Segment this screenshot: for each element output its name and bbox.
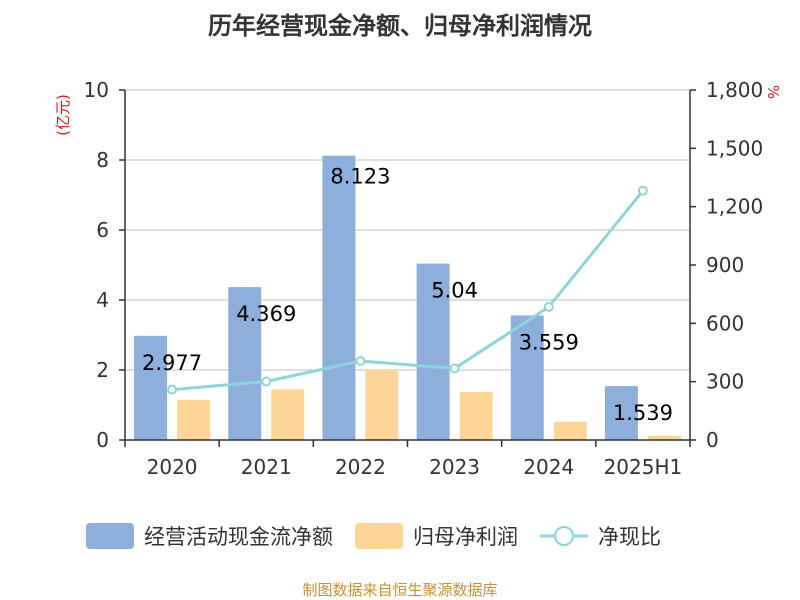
ratio-point: [637, 185, 648, 196]
left-tick-label: 4: [96, 288, 109, 312]
x-tick-label: 2023: [429, 455, 480, 479]
left-tick-label: 0: [96, 428, 109, 452]
right-tick-label: 600: [706, 311, 744, 335]
left-tick-label: 8: [96, 148, 109, 172]
ratio-point: [167, 384, 178, 395]
ratio-point: [543, 302, 554, 312]
left-axis-unit: (亿元): [54, 94, 72, 136]
data-labels: 2.977 4.369 8.123 5.04 3.559 1.539: [142, 165, 673, 425]
bar-data-label: 4.369: [236, 302, 296, 326]
bar-data-label: 2.977: [142, 351, 202, 375]
right-tick-label: 900: [706, 253, 744, 277]
ratio-line: [167, 185, 648, 395]
ratio-point: [449, 363, 460, 374]
x-tick-label: 2022: [335, 455, 386, 479]
legend-label: 净现比: [598, 525, 661, 549]
legend-swatch: [86, 523, 134, 549]
x-tick-label: 2021: [241, 455, 292, 479]
bar-data-label: 5.04: [431, 279, 478, 303]
bars: [134, 155, 681, 440]
bar: [228, 287, 262, 440]
legend-label: 经营活动现金流净额: [144, 525, 333, 549]
legend-label: 归母净利润: [413, 525, 518, 549]
legend-marker: [554, 526, 574, 546]
ratio-point: [355, 356, 366, 367]
bar: [365, 370, 399, 440]
x-tick-label: 2020: [147, 455, 198, 479]
right-tick-label: 300: [706, 370, 744, 394]
bar: [416, 263, 450, 440]
legend-swatch: [355, 523, 403, 549]
bar: [647, 435, 681, 440]
right-tick-label: 0: [706, 428, 719, 452]
bar: [177, 399, 211, 440]
source-note: 制图数据来自恒生聚源数据库: [302, 581, 497, 599]
bar: [553, 421, 587, 440]
bar: [134, 335, 168, 440]
ratio-point: [261, 376, 272, 387]
bar-data-label: 1.539: [613, 401, 673, 425]
axes: 0 2 4 6 8 10 0 300 600 900 1,200 1,500 1,800 2020 2021…: [84, 78, 764, 479]
bar-data-label: 3.559: [519, 330, 579, 354]
right-tick-label: 1,500: [706, 136, 763, 160]
grid: [125, 89, 690, 371]
x-tick-label: 2024: [523, 455, 574, 479]
right-tick-label: 1,800: [706, 78, 763, 102]
right-axis-unit: %: [764, 85, 782, 99]
left-tick-label: 10: [84, 78, 109, 102]
legend: 经营活动现金流净额 归母净利润 净现比: [86, 523, 661, 549]
bar-data-label: 8.123: [330, 165, 390, 189]
bar: [604, 386, 638, 440]
bar: [322, 155, 356, 440]
left-tick-label: 2: [96, 358, 109, 382]
x-tick-label: 2025H1: [604, 455, 683, 479]
bar: [510, 315, 544, 440]
ratio-line-path: [171, 189, 645, 392]
left-tick-label: 6: [96, 218, 109, 242]
bar: [271, 389, 305, 440]
right-tick-label: 1,200: [706, 195, 763, 219]
bar: [459, 392, 493, 440]
chart-title: 历年经营现金净额、归母净利润情况: [208, 12, 592, 40]
